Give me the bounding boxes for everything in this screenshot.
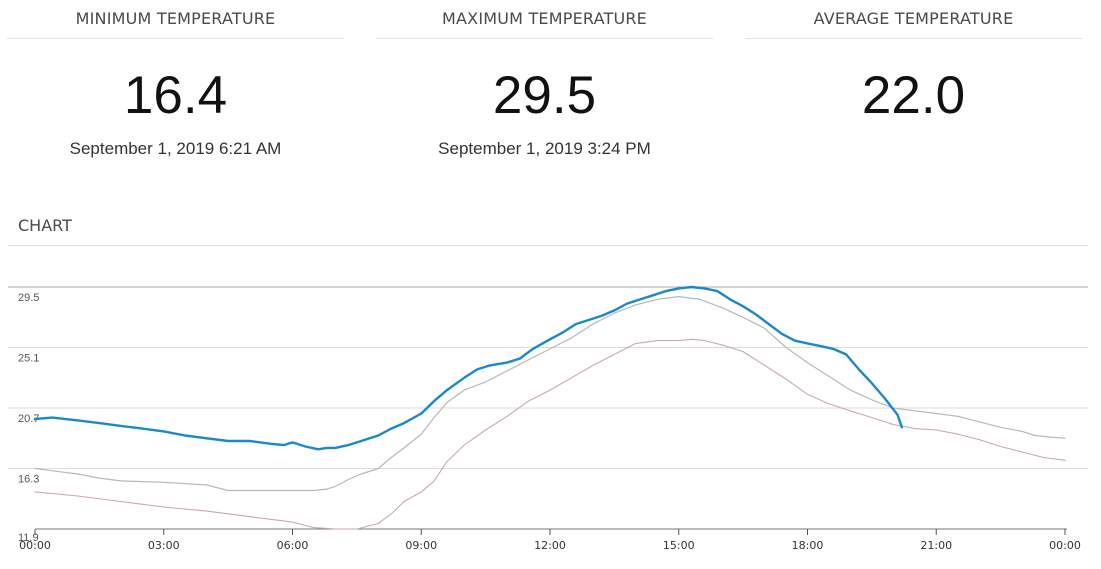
x-tick-label: 21:00 [920, 539, 952, 552]
chart-divider [8, 245, 1088, 246]
x-tick-label: 18:00 [792, 539, 824, 552]
max-temp-divider [376, 38, 713, 39]
y-tick-label: 11.9 [18, 532, 39, 544]
min-temp-time: September 1, 2019 6:21 AM [69, 139, 282, 158]
min-temp-title: MINIMUM TEMPERATURE [75, 9, 276, 28]
max-temp-value: 29.5 [492, 66, 597, 125]
min-temp-card: MINIMUM TEMPERATURE 16.4 September 1, 20… [7, 0, 344, 170]
y-tick-label: 20.7 [18, 413, 39, 425]
min-temp-divider [7, 38, 344, 39]
x-tick-label: 09:00 [405, 539, 437, 552]
x-tick-label: 12:00 [534, 539, 566, 552]
chart-title: CHART [18, 216, 72, 235]
avg-temp-card: AVERAGE TEMPERATURE 22.0 [745, 0, 1082, 170]
series-line-2 [34, 296, 1066, 492]
max-temp-title: MAXIMUM TEMPERATURE [442, 9, 647, 28]
min-temp-value: 16.4 [123, 66, 228, 125]
avg-temp-divider [745, 38, 1082, 39]
x-tick-label: 00:00 [1049, 539, 1081, 552]
avg-temp-value: 22.0 [861, 66, 966, 125]
avg-temp-title: AVERAGE TEMPERATURE [813, 9, 1014, 28]
x-tick-label: 06:00 [277, 539, 309, 552]
max-temp-card: MAXIMUM TEMPERATURE 29.5 September 1, 20… [376, 0, 713, 170]
y-tick-label: 29.5 [18, 292, 39, 304]
max-temp-time: September 1, 2019 3:24 PM [438, 139, 651, 158]
x-tick-label: 00:00 [19, 539, 51, 552]
x-tick-label: 15:00 [663, 539, 695, 552]
x-tick-label: 03:00 [148, 539, 180, 552]
y-tick-label: 16.3 [18, 474, 39, 486]
series-line-1 [33, 285, 904, 451]
y-tick-label: 25.1 [18, 353, 39, 365]
series-line-3 [34, 338, 1066, 530]
